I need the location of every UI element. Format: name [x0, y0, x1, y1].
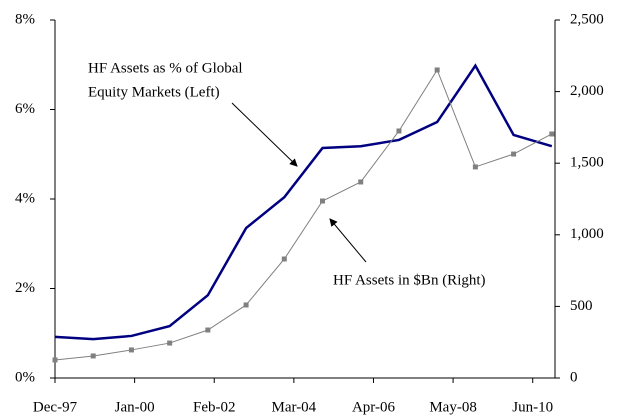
- y-tick-label: 4%: [15, 190, 35, 206]
- x-tick-label: Feb-02: [193, 399, 236, 415]
- series-line: [54, 63, 553, 341]
- series-marker: [472, 164, 478, 170]
- y-tick-label: 0%: [15, 369, 35, 385]
- y-tick-label: 2%: [15, 280, 35, 296]
- annotation-arrow: [329, 218, 367, 263]
- series-marker: [205, 327, 211, 333]
- y2-tick-label: 500: [570, 298, 593, 314]
- y-tick-label: 6%: [15, 101, 35, 117]
- x-tick-label: Jan-00: [115, 399, 155, 415]
- annotation: HF Assets as % of Global: [88, 60, 243, 76]
- series-marker: [434, 67, 440, 73]
- x-tick-label: May-08: [429, 399, 477, 415]
- series-marker: [511, 151, 517, 157]
- series-marker: [549, 131, 555, 137]
- series-marker: [52, 357, 58, 363]
- series-marker: [281, 256, 287, 262]
- annotation-arrow: [231, 102, 298, 167]
- series-marker: [358, 179, 364, 185]
- series-marker: [243, 302, 249, 308]
- y2-tick-label: 2,500: [570, 11, 604, 27]
- x-tick-label: Apr-06: [352, 399, 396, 415]
- y2-tick-label: 0: [570, 369, 578, 385]
- series-line: [54, 68, 553, 361]
- x-tick-label: Jun-10: [512, 399, 553, 415]
- x-tick-label: Dec-97: [33, 399, 78, 415]
- y-tick-label: 8%: [15, 11, 35, 27]
- series-marker: [128, 347, 134, 353]
- annotation: Equity Markets (Left): [88, 84, 220, 100]
- series-marker: [396, 128, 402, 134]
- y2-tick-label: 2,000: [570, 83, 604, 99]
- series-marker: [167, 340, 173, 346]
- series-marker: [320, 198, 326, 204]
- series-marker: [90, 353, 96, 359]
- y2-tick-label: 1,000: [570, 226, 604, 242]
- annotation: HF Assets in $Bn (Right): [333, 272, 486, 288]
- y2-tick-label: 1,500: [570, 155, 604, 171]
- x-tick-label: Mar-04: [272, 399, 317, 415]
